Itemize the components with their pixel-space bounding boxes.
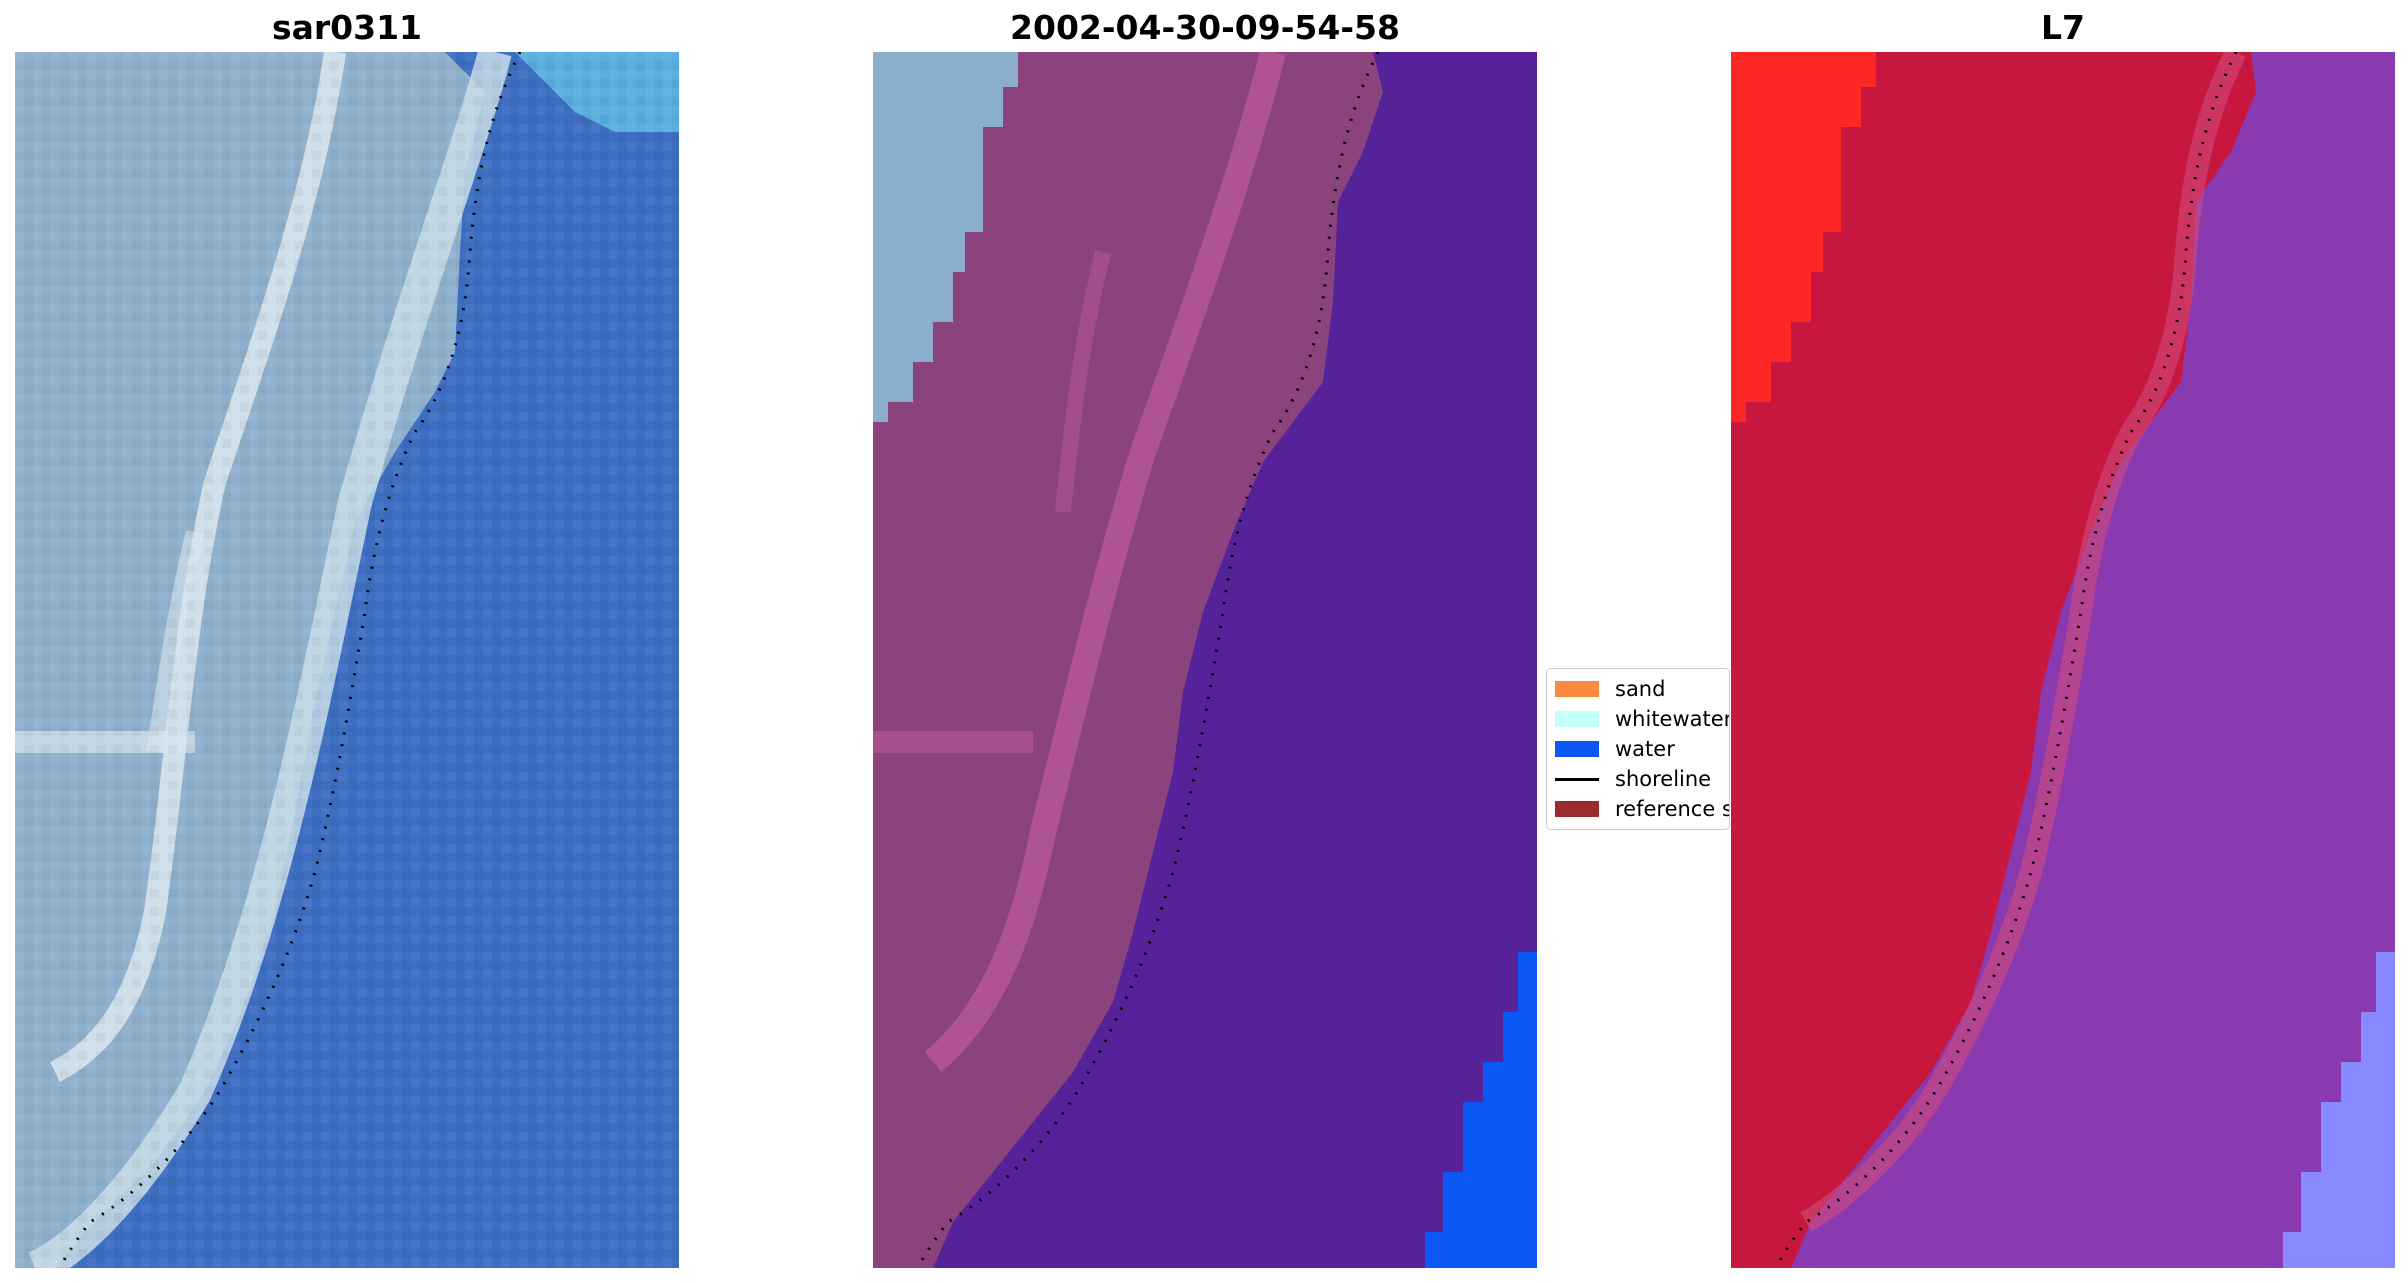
classification-panel	[873, 52, 1537, 1268]
legend-item-shoreline: shoreline	[1555, 764, 1711, 794]
classification-image	[873, 52, 1537, 1268]
legend-item-sand: sand	[1555, 674, 1665, 704]
rgb-image	[15, 52, 679, 1268]
rgb-image-panel	[15, 52, 679, 1268]
water-blue-area	[1425, 952, 1537, 1268]
panel-title-rgb: sar0311	[271, 8, 423, 47]
l7-water-light-area	[2283, 952, 2395, 1268]
legend-item-water: water	[1555, 734, 1675, 764]
panel-title-l7: L7	[2041, 8, 2085, 47]
sand-swatch	[1555, 681, 1599, 697]
reference-shoreline-swatch	[1555, 801, 1599, 817]
legend: sand whitewater water shoreline referenc…	[1546, 668, 1730, 830]
legend-item-reference-shoreline: reference shoreline	[1555, 794, 1729, 824]
legend-item-whitewater: whitewater	[1555, 704, 1729, 734]
land-streak	[924, 52, 1286, 1072]
l7-panel	[1731, 52, 2395, 1268]
water-swatch	[1555, 741, 1599, 757]
shoreline-swatch	[1555, 777, 1599, 781]
l7-bright-area	[1731, 52, 1876, 422]
untouched-area	[873, 52, 1018, 422]
panel-title-classification: 2002-04-30-09-54-58	[1010, 8, 1400, 47]
whitewater-swatch	[1555, 711, 1599, 727]
l7-land-area	[1731, 52, 2256, 1268]
l7-image	[1731, 52, 2395, 1268]
